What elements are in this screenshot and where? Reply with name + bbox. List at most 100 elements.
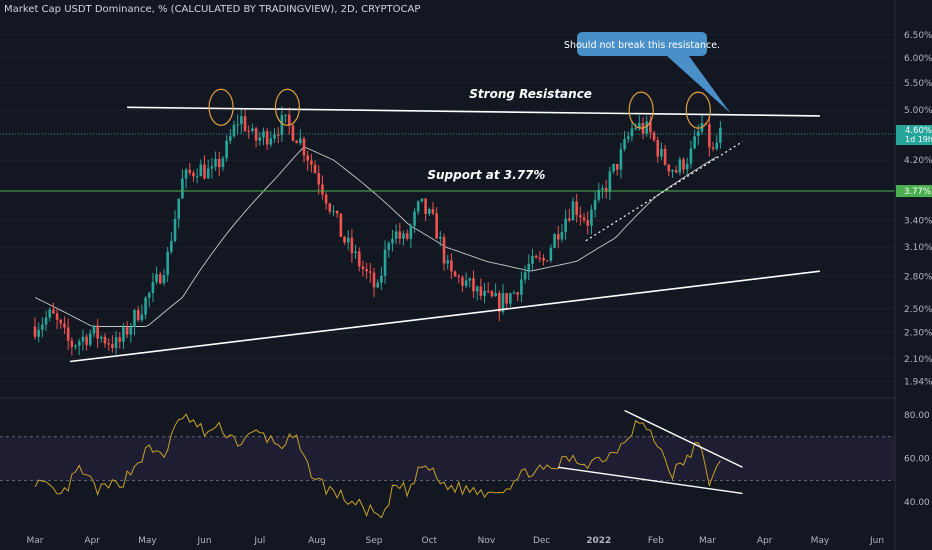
candle-body	[586, 220, 590, 226]
candle-body	[387, 243, 391, 250]
rising-dotted-trendline	[585, 141, 743, 242]
candle-body	[523, 272, 527, 280]
candle-body	[225, 140, 228, 159]
candle-body	[214, 159, 217, 167]
candle-body	[501, 292, 505, 312]
candle-body	[435, 213, 438, 239]
candle-body	[195, 176, 199, 178]
candle-body	[328, 203, 332, 212]
candle-body	[273, 134, 276, 139]
candle-body	[192, 172, 195, 177]
candle-body	[391, 238, 394, 244]
resistance-trendline	[127, 106, 820, 117]
candle-body	[335, 210, 339, 214]
time-tick-label: Jun	[869, 536, 884, 546]
candle-body	[468, 278, 472, 281]
candle-body	[280, 115, 284, 135]
candle-body	[405, 233, 409, 239]
candle-body	[41, 324, 44, 330]
candle-body	[287, 114, 291, 126]
price-tick-label: 1.94%	[904, 377, 932, 387]
candle-body	[486, 290, 490, 292]
candle-body	[88, 333, 92, 345]
candle-body	[630, 128, 634, 137]
candle-body	[265, 131, 269, 145]
moving-average-layer	[34, 146, 717, 327]
price-tick-label: 2.80%	[904, 272, 932, 282]
candle-body	[361, 266, 365, 270]
candle-body	[346, 237, 350, 243]
trendlines-layer	[0, 106, 895, 363]
callout-bubble	[577, 32, 731, 114]
candle-body	[667, 164, 671, 172]
candle-body	[542, 258, 545, 261]
candle-body	[59, 319, 63, 324]
candle-body	[177, 198, 181, 220]
candle-body	[228, 136, 232, 141]
candle-body	[262, 131, 265, 138]
candle-body	[674, 170, 678, 173]
candle-body	[173, 219, 177, 242]
candle-body	[719, 127, 722, 143]
highlight-circle	[208, 88, 234, 126]
price-tick-label: 3.40%	[904, 217, 932, 227]
time-tick-label: Oct	[422, 536, 438, 546]
candle-body	[302, 138, 306, 156]
candle-body	[310, 160, 313, 165]
candle-body	[258, 137, 262, 141]
time-tick-label: Jun	[196, 536, 211, 546]
last-price-badge	[896, 125, 932, 146]
candle-body	[568, 218, 571, 221]
candle-body	[604, 187, 608, 192]
candle-body	[240, 116, 243, 125]
candle-body	[162, 275, 166, 284]
candle-body	[663, 148, 667, 165]
candle-body	[649, 121, 652, 133]
time-tick-label: May	[811, 536, 830, 546]
highlight-circle	[274, 88, 301, 126]
candle-body	[48, 309, 52, 318]
chart-title: Market Cap USDT Dominance, % (CALCULATED…	[4, 4, 421, 15]
candle-body	[431, 209, 435, 214]
rsi-tick-label: 40.00	[904, 498, 930, 508]
candle-body	[553, 234, 556, 248]
candle-body	[634, 127, 637, 129]
candle-body	[509, 293, 512, 304]
candle-body	[608, 171, 612, 192]
candle-body	[158, 274, 162, 284]
candle-body	[74, 345, 77, 347]
candle-body	[442, 236, 446, 264]
candle-body	[52, 309, 55, 314]
candle-body	[236, 124, 239, 126]
candle-body	[439, 236, 442, 239]
candle-body	[170, 241, 173, 252]
candle-body	[295, 140, 298, 144]
candle-body	[96, 325, 99, 339]
candle-body	[254, 128, 258, 141]
candle-body	[383, 249, 387, 276]
candle-body	[512, 292, 516, 294]
candle-body	[689, 148, 693, 164]
candle-body	[140, 314, 144, 321]
candle-body	[243, 116, 247, 131]
candle-body	[144, 297, 147, 315]
candle-body	[188, 169, 192, 173]
time-tick-label: Nov	[478, 536, 496, 546]
candle-body	[394, 231, 398, 239]
price-tick-label: 2.30%	[904, 329, 932, 339]
candle-body	[291, 125, 295, 141]
candle-body	[251, 128, 254, 131]
candle-body	[582, 217, 586, 221]
candle-body	[221, 158, 225, 168]
moving-average-line	[34, 146, 717, 327]
candle-body	[593, 199, 597, 210]
candle-body	[203, 164, 206, 179]
candle-body	[427, 209, 431, 214]
candle-body	[623, 139, 626, 150]
candle-body	[77, 341, 81, 346]
candle-body	[199, 164, 203, 177]
candle-body	[424, 198, 427, 214]
candle-body	[534, 255, 538, 258]
candle-body	[321, 184, 324, 195]
